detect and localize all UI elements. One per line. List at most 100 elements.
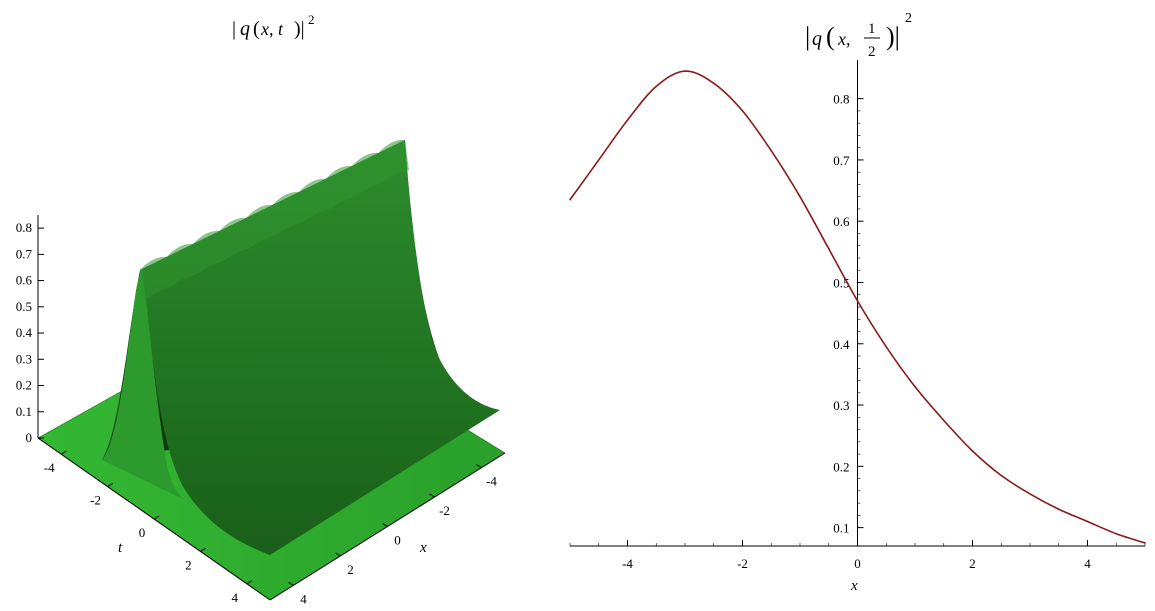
svg-text:)|: )| xyxy=(886,22,900,51)
z-tick-label: 0.6 xyxy=(16,273,33,288)
x-axis-ticks: -4 -2 0 2 4 xyxy=(569,540,1146,571)
surface-ridge-side xyxy=(102,268,185,500)
data-point xyxy=(1000,474,1003,477)
x-tick-label: 0 xyxy=(854,556,861,571)
line-title-args: x, xyxy=(837,29,851,49)
svg-text:|: | xyxy=(805,22,810,51)
ripple xyxy=(299,178,330,222)
svg-text:)|: )| xyxy=(294,18,305,40)
ripple xyxy=(378,139,409,183)
x-tick-label: 2 xyxy=(969,556,976,571)
t-tick-mark xyxy=(246,580,253,585)
y-tick-label: 0.1 xyxy=(833,521,849,536)
svg-text:|: | xyxy=(232,18,236,40)
t-tick-label: 2 xyxy=(185,557,192,572)
t-tick-mark xyxy=(200,547,206,552)
data-point xyxy=(770,149,773,152)
x3d-tick-mark xyxy=(382,523,388,527)
ripple xyxy=(246,204,277,248)
t-tick-label: 0 xyxy=(139,525,146,540)
data-point xyxy=(1057,508,1060,511)
y-tick-label: 0.3 xyxy=(833,398,849,413)
z-tick-label: 0 xyxy=(26,430,33,445)
ripple xyxy=(219,217,250,261)
line-title-frac-num: 1 xyxy=(868,21,876,37)
x-tick-label: -4 xyxy=(622,556,633,571)
x-tick-label: -2 xyxy=(737,556,748,571)
t-axis-label: t xyxy=(118,540,123,556)
y-tick-label: 0.4 xyxy=(833,337,850,352)
x-axis-ticks-3d: -4 -2 0 2 4 xyxy=(288,464,497,606)
data-point xyxy=(942,419,945,422)
data-point xyxy=(1144,542,1146,544)
line-title-frac-den: 2 xyxy=(868,44,876,60)
surface-title-power: 2 xyxy=(308,12,315,27)
ripple xyxy=(325,165,356,209)
x3d-tick-label: -4 xyxy=(486,474,497,489)
ripple xyxy=(272,191,303,235)
z-tick-label: 0.3 xyxy=(16,351,32,366)
data-point xyxy=(569,198,571,201)
z-tick-label: 0.8 xyxy=(16,220,32,235)
t-tick-label: 4 xyxy=(232,590,239,605)
surface-plot: | q ( x, t )| 2 0 0.1 0.2 0.3 0.4 0.5 0.6 0.7 0.… xyxy=(16,12,506,606)
x3d-tick-mark xyxy=(335,552,341,557)
z-axis-ticks: 0 0.1 0.2 0.3 0.4 0.5 0.6 0.7 0.8 xyxy=(16,220,44,445)
z-tick-label: 0.7 xyxy=(16,246,33,261)
data-point xyxy=(626,119,629,121)
ripple xyxy=(140,256,171,300)
data-point xyxy=(1029,493,1031,495)
data-point xyxy=(1086,520,1089,523)
x-tick-label: 4 xyxy=(1084,556,1091,571)
ripple xyxy=(193,230,224,274)
t-tick-mark xyxy=(60,450,67,455)
x3d-tick-mark xyxy=(429,493,435,498)
line-title-prefix: q xyxy=(812,28,822,50)
data-point xyxy=(712,82,715,85)
data-point xyxy=(827,247,830,250)
z-tick-label: 0.1 xyxy=(16,404,32,419)
line-plot: | q ( x, 1 2 )| 2 0.10.20.30.40.50.60.70… xyxy=(569,11,1146,594)
data-point xyxy=(799,195,801,198)
surface-title-prefix: q xyxy=(240,18,250,40)
surface-title-args: x, t xyxy=(260,19,284,39)
y-tick-label: 0.8 xyxy=(833,92,849,107)
svg-text:(: ( xyxy=(253,18,260,40)
x3d-tick-mark xyxy=(288,581,294,586)
surface-title: | q ( x, t )| 2 xyxy=(232,12,315,40)
t-tick-mark xyxy=(107,483,113,488)
series-points xyxy=(569,70,1146,544)
data-point xyxy=(684,70,686,72)
x3d-tick-label: 2 xyxy=(347,562,354,577)
data-point xyxy=(741,110,744,112)
x-axis-label: x xyxy=(850,578,858,594)
svg-text:(: ( xyxy=(826,22,835,51)
data-point xyxy=(1115,532,1118,535)
surface-ripples xyxy=(140,139,409,300)
x-axis-label-3d: x xyxy=(419,540,427,556)
t-tick-label: -2 xyxy=(90,493,101,508)
line-title: | q ( x, 1 2 )| 2 xyxy=(805,11,912,60)
y-tick-label: 0.6 xyxy=(833,214,850,229)
data-point xyxy=(597,159,600,161)
t-axis-ticks: -4 -2 0 2 4 xyxy=(44,450,253,605)
line-title-power: 2 xyxy=(905,11,912,26)
y-tick-label: 0.7 xyxy=(833,153,850,168)
x3d-tick-mark xyxy=(476,464,482,469)
data-point xyxy=(971,450,974,452)
data-point xyxy=(885,346,888,348)
data-point xyxy=(856,300,859,302)
x3d-tick-label: -2 xyxy=(439,503,450,518)
z-tick-label: 0.5 xyxy=(16,299,32,314)
ripple xyxy=(352,152,383,196)
data-point xyxy=(914,385,916,388)
z-tick-label: 0.4 xyxy=(16,325,33,340)
ripple xyxy=(166,243,197,287)
y-tick-label: 0.2 xyxy=(833,459,849,474)
x3d-tick-label: 0 xyxy=(394,533,401,548)
y-axis-ticks: 0.10.20.30.40.50.60.70.8 xyxy=(833,92,864,536)
z-tick-label: 0.2 xyxy=(16,378,32,393)
data-point xyxy=(655,85,658,88)
x3d-tick-label: 4 xyxy=(300,591,307,606)
